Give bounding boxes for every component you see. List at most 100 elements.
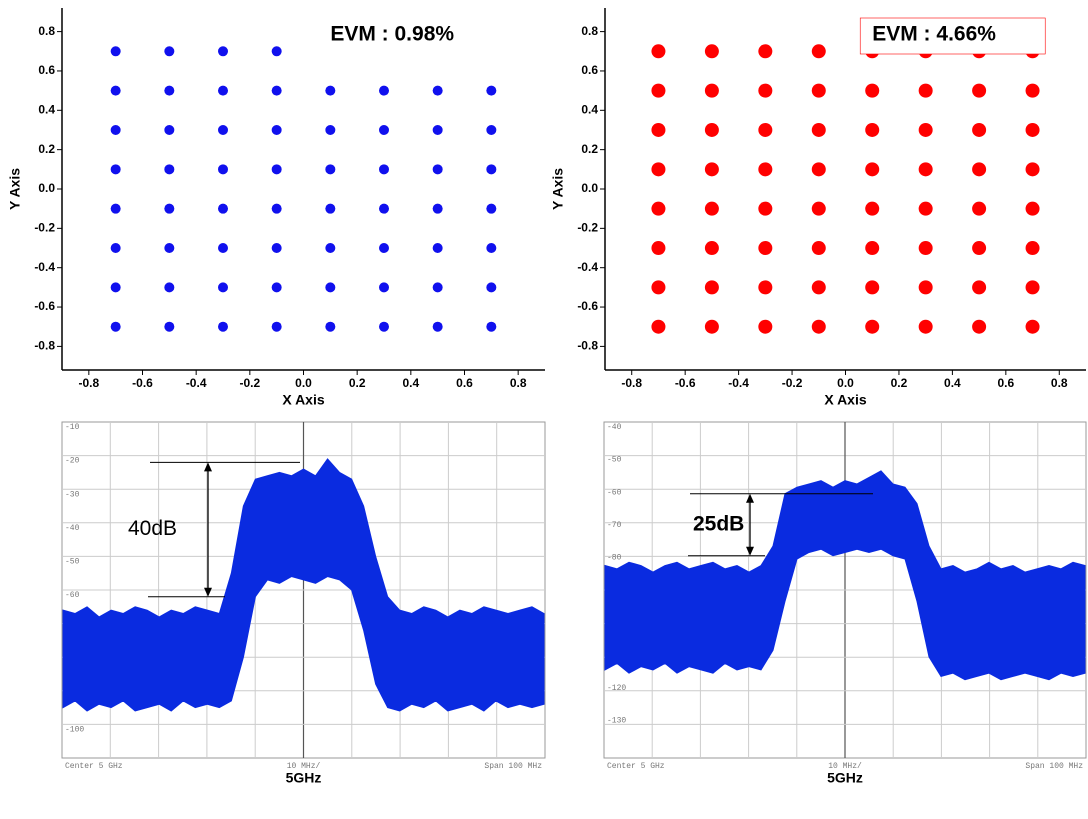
constellation-point [433,243,443,253]
y-tick-label: -0.6 [577,299,598,313]
y-tick-label: 0.2 [581,142,598,156]
y-tick-label: -0.2 [34,221,55,235]
constellation-point [111,204,121,214]
constellation-point [433,164,443,174]
x-tick-label: 0.2 [891,376,908,390]
constellation-point [865,280,879,294]
x-axis-title: 5GHz [827,770,863,786]
y-tick-label: -30 [65,490,80,499]
constellation-point [379,125,389,135]
constellation-point [486,164,496,174]
constellation-point [379,204,389,214]
constellation-point [651,84,665,98]
constellation-point [325,322,335,332]
constellation-point [218,46,228,56]
footer-right: Span 100 MHz [484,762,542,771]
figure: -0.8 -0.6 -0.4 -0.2 0.0 0.2 0.4 0.6 0.8 -0.8 -0.6 -… [0,0,1088,819]
constellation-point [486,86,496,96]
y-tick-label: 0.8 [581,24,598,38]
constellation-point [218,243,228,253]
constellation-point [379,86,389,96]
constellation-point [486,204,496,214]
constellation-point [919,280,933,294]
y-tick-label: -10 [65,423,80,432]
evm-label: EVM : 4.66% [872,23,996,46]
constellation-point [272,164,282,174]
y-tick-label: -50 [65,558,80,567]
constellation-point [111,46,121,56]
constellation-point [812,123,826,137]
constellation-point [1026,123,1040,137]
constellation-point [272,322,282,332]
constellation-point [164,164,174,174]
y-tick-label: 0.2 [38,142,55,156]
constellation-point [325,164,335,174]
x-tick-label: -0.2 [782,376,803,390]
x-tick-label: 0.6 [997,376,1014,390]
y-tick-label: -0.4 [577,260,598,274]
constellation-point [758,320,772,334]
constellation-point [164,243,174,253]
constellation-point [919,123,933,137]
constellation-point [705,280,719,294]
x-tick-label: -0.8 [78,376,99,390]
constellation-point [758,84,772,98]
y-tick-label: -40 [607,423,622,432]
constellation-point [812,44,826,58]
constellation-point [218,164,228,174]
x-tick-label: 0.6 [456,376,473,390]
constellation-point [433,125,443,135]
footer-left: Center 5 GHz [607,762,665,771]
constellation-point [651,162,665,176]
y-tick-label: -0.8 [34,339,55,353]
constellation-point [1026,162,1040,176]
constellation-point [812,84,826,98]
constellation-point [164,86,174,96]
constellation-point [651,320,665,334]
x-tick-label: -0.2 [239,376,260,390]
constellation-point [865,123,879,137]
constellation-point [651,123,665,137]
y-tick-label: 0.0 [38,181,55,195]
x-axis-title: 5GHz [286,770,322,786]
constellation-point [919,320,933,334]
y-tick-label: -70 [607,521,622,530]
constellation-point [111,243,121,253]
y-tick-label: 0.0 [581,181,598,195]
constellation-point [379,322,389,332]
x-tick-label: -0.4 [186,376,207,390]
constellation-point [379,164,389,174]
constellation-point [433,282,443,292]
constellation-point [865,241,879,255]
constellation-point [164,322,174,332]
page: {"chart_data":[ {"type":"scatter","color… [0,0,1088,819]
constellation-point [164,282,174,292]
constellation-point [272,46,282,56]
x-tick-label: 0.8 [510,376,527,390]
x-tick-label: 0.4 [944,376,961,390]
constellation-point [111,86,121,96]
constellation-point [111,164,121,174]
constellation-point [972,280,986,294]
marker-label: 40dB [128,517,177,540]
constellation-point [972,241,986,255]
constellation-point [812,202,826,216]
constellation-point [325,204,335,214]
constellation-point [164,46,174,56]
constellation-point [705,84,719,98]
constellation-point [758,202,772,216]
constellation-point [164,125,174,135]
constellation-point [651,241,665,255]
constellation-point [272,86,282,96]
x-tick-label: -0.6 [675,376,696,390]
constellation-point [218,86,228,96]
constellation-point [758,241,772,255]
footer-right: Span 100 MHz [1025,762,1083,771]
constellation-point [433,322,443,332]
constellation-point [705,320,719,334]
constellation-point [325,125,335,135]
x-tick-label: 0.2 [349,376,366,390]
constellation-point [812,162,826,176]
y-tick-label: -40 [65,524,80,533]
constellation-point [272,243,282,253]
